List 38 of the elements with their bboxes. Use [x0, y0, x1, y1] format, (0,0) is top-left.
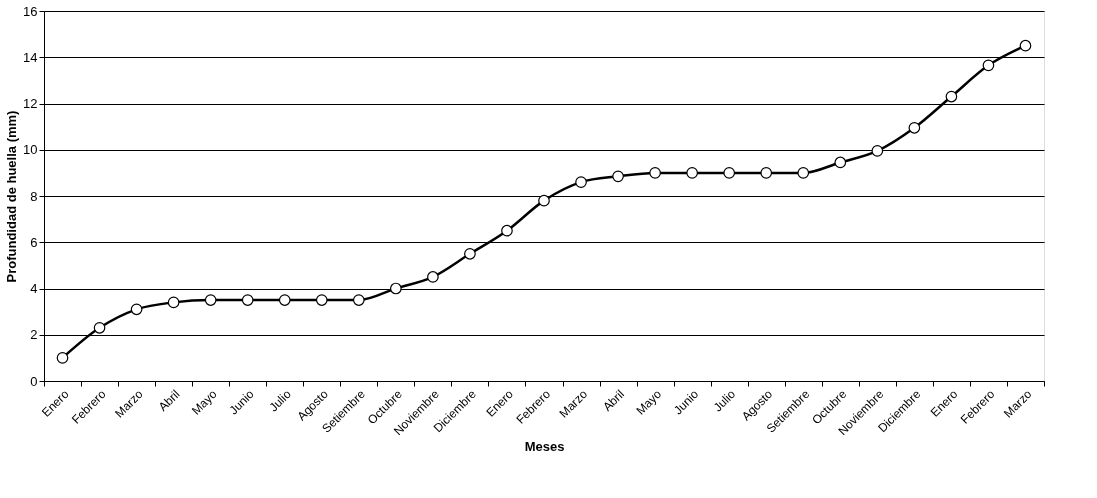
point [982, 59, 995, 72]
point [278, 294, 291, 306]
y-tick-label: 2 [30, 327, 38, 343]
point [760, 167, 773, 179]
x-axis-title: Meses [524, 439, 565, 455]
y-tick-label: 14 [23, 49, 38, 65]
point [390, 282, 402, 295]
point [56, 352, 69, 364]
point [464, 247, 476, 260]
point [352, 294, 365, 306]
point [501, 224, 513, 237]
point [167, 296, 180, 309]
point [723, 167, 736, 179]
point [945, 90, 958, 103]
point [538, 194, 550, 207]
point [871, 145, 884, 157]
y-tick-label: 4 [30, 281, 38, 296]
point [686, 167, 698, 179]
y-tick-label: 6 [30, 234, 38, 250]
y-tick-label: 0 [30, 373, 38, 389]
point [427, 271, 439, 283]
y-tick-label: 10 [23, 142, 38, 158]
point [130, 303, 143, 316]
point [797, 167, 810, 179]
point [1019, 39, 1032, 52]
point [575, 176, 587, 188]
y-axis-title: Profundidad de huella (mm) [4, 110, 20, 283]
y-tick-label: 12 [23, 96, 38, 111]
point [612, 170, 624, 183]
point [649, 167, 661, 179]
y-tick-label: 8 [30, 188, 38, 204]
point [241, 294, 254, 306]
y-tick-label: 16 [23, 3, 38, 19]
point [908, 121, 921, 134]
point [834, 156, 847, 169]
point [93, 321, 106, 334]
point [204, 294, 217, 306]
point [315, 294, 328, 306]
